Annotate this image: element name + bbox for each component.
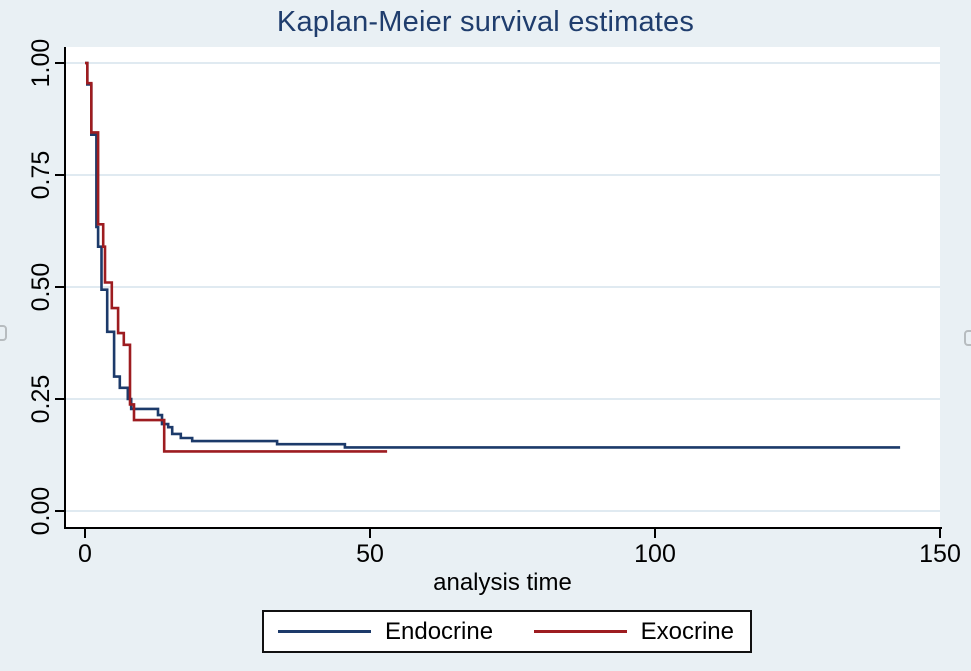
x-tick-label-100: 100 xyxy=(634,540,676,568)
legend-item-exocrine: Exocrine xyxy=(533,617,734,646)
right-edge-artifact xyxy=(964,330,971,346)
gridline-0.25 xyxy=(65,398,940,400)
gridline-0.00 xyxy=(65,510,940,512)
y-tick-0.25 xyxy=(55,398,64,400)
x-axis-title: analysis time xyxy=(433,569,572,596)
y-tick-0.00 xyxy=(55,510,64,512)
legend-box: Endocrine Exocrine xyxy=(262,610,752,653)
y-tick-label-0.00: 0.00 xyxy=(27,486,55,536)
y-tick-0.50 xyxy=(55,286,64,288)
legend-label-endocrine: Endocrine xyxy=(385,617,494,645)
x-tick-label-150: 150 xyxy=(919,540,961,568)
endocrine-curve xyxy=(85,61,901,449)
exocrine-curve xyxy=(85,61,388,453)
y-tick-0.75 xyxy=(55,174,64,176)
endocrine-line-sample-icon xyxy=(278,630,371,633)
legend-item-endocrine: Endocrine xyxy=(278,618,493,646)
y-tick-label-0.75: 0.75 xyxy=(27,150,55,200)
chart-title: Kaplan-Meier survival estimates xyxy=(276,6,695,38)
y-tick-label-1.00: 1.00 xyxy=(27,38,55,88)
y-tick-label-0.25: 0.25 xyxy=(27,374,55,424)
x-tick-label-50: 50 xyxy=(356,540,384,568)
y-tick-label-0.50: 0.50 xyxy=(27,262,55,312)
legend-label-exocrine: Exocrine xyxy=(640,617,734,645)
survival-curves xyxy=(85,61,901,453)
exocrine-line-sample-icon xyxy=(533,630,627,633)
left-edge-artifact xyxy=(0,325,7,341)
x-axis-line xyxy=(64,527,942,529)
gridline-0.50 xyxy=(65,286,940,288)
gridline-0.75 xyxy=(65,174,940,176)
gridline-1.00 xyxy=(65,62,940,64)
plot-area xyxy=(65,47,940,527)
x-tick-0 xyxy=(84,529,86,538)
x-tick-100 xyxy=(654,529,656,538)
y-tick-1.00 xyxy=(55,62,64,64)
y-axis-line xyxy=(64,47,66,529)
x-tick-150 xyxy=(939,529,941,538)
x-tick-50 xyxy=(369,529,371,538)
x-tick-label-0: 0 xyxy=(78,540,92,568)
